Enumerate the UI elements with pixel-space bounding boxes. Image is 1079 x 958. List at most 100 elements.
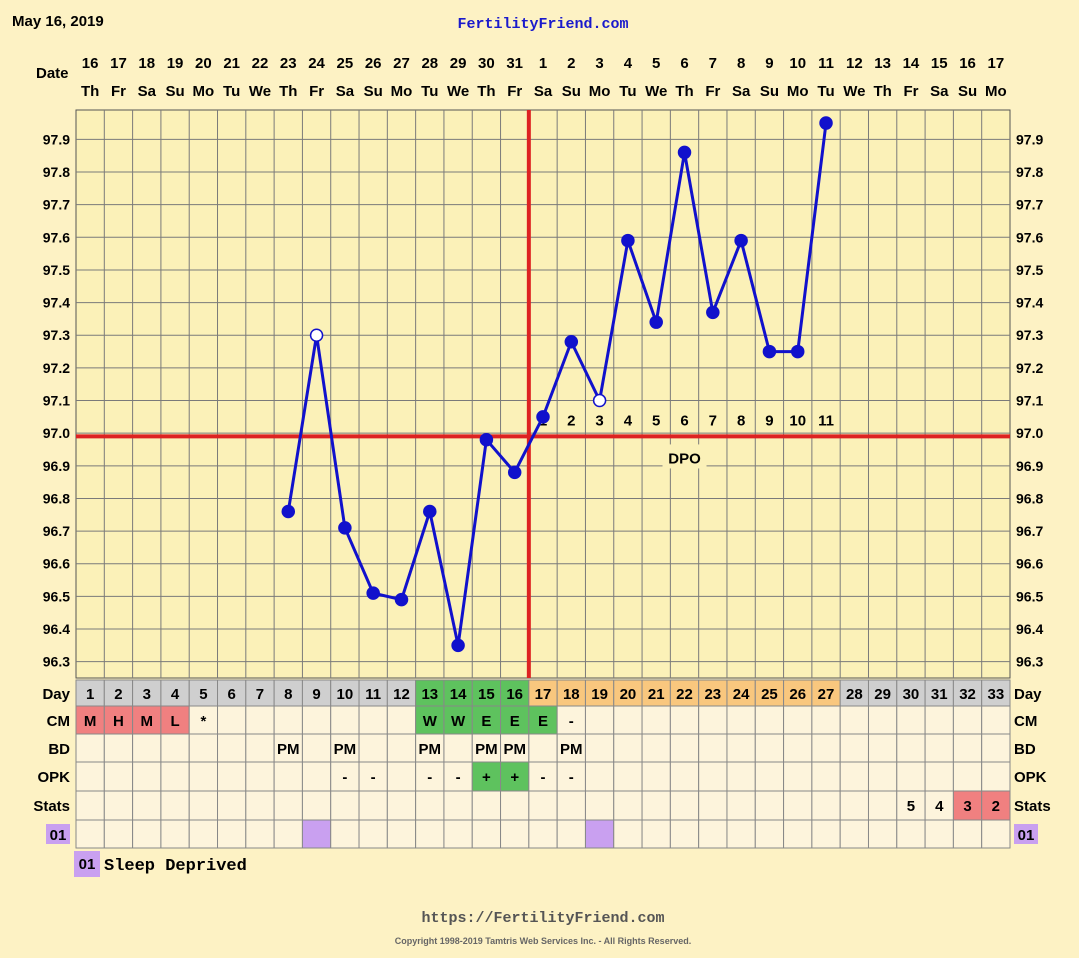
- weekday-tick: Sa: [732, 83, 751, 100]
- date-tick: 21: [223, 55, 240, 72]
- weekday-tick: Tu: [421, 83, 438, 100]
- date-tick: 24: [308, 55, 325, 72]
- cycle-day-number: 17: [535, 686, 552, 703]
- custom-cell: [443, 819, 473, 849]
- dpo-number: 4: [624, 412, 633, 429]
- legend-code-bg: [74, 851, 100, 877]
- temperature-point: [309, 328, 324, 342]
- cycle-day-number: 5: [199, 686, 207, 703]
- day-cell: [867, 679, 898, 707]
- bd-cell: [556, 733, 586, 763]
- day-cell: [188, 679, 219, 707]
- row-label-opk-right: OPK: [1014, 769, 1047, 786]
- cycle-day-number: 14: [450, 686, 467, 703]
- temperature-point: [734, 233, 748, 248]
- y-tick-left: 97.1: [43, 393, 70, 409]
- cm-value: W: [423, 713, 438, 730]
- cm-value: M: [84, 713, 97, 730]
- date-tick: 10: [789, 55, 806, 72]
- cm-cell: [641, 705, 671, 735]
- cycle-day-number: 25: [761, 686, 778, 703]
- temperature-point: [536, 410, 550, 424]
- cycle-day-number: 10: [337, 686, 354, 703]
- bd-cell: [415, 733, 445, 763]
- y-tick-right: 96.6: [1016, 556, 1043, 572]
- opk-value: -: [456, 769, 461, 786]
- y-tick-right: 97.3: [1016, 327, 1043, 343]
- cycle-day-number: 28: [846, 686, 863, 703]
- y-tick-left: 97.8: [43, 164, 70, 180]
- cm-cell: [613, 705, 643, 735]
- bd-cell: [386, 733, 417, 763]
- bd-cell: [867, 733, 898, 763]
- cm-cell: [386, 705, 417, 735]
- dpo-bg: [560, 406, 583, 431]
- bd-cell: [217, 733, 247, 763]
- date-tick: 26: [365, 55, 382, 72]
- bd-cell: [358, 733, 388, 763]
- y-tick-right: 97.6: [1016, 229, 1043, 245]
- y-tick-right: 96.4: [1016, 621, 1043, 637]
- y-tick-left: 96.4: [43, 621, 70, 637]
- cycle-day-number: 8: [284, 686, 292, 703]
- dpo-number: 5: [652, 412, 660, 429]
- cm-cell: [217, 705, 247, 735]
- dpo-number: 6: [680, 412, 688, 429]
- cycle-day-number: 27: [818, 686, 835, 703]
- weekday-tick: Th: [81, 83, 99, 100]
- cm-value: E: [481, 713, 491, 730]
- cycle-day-number: 21: [648, 686, 665, 703]
- cycle-day-number: 7: [256, 686, 264, 703]
- footer-url[interactable]: https://FertilityFriend.com: [421, 910, 664, 927]
- weekday-tick: Mo: [193, 83, 215, 100]
- weekday-tick: Su: [165, 83, 184, 100]
- weekday-tick: We: [249, 83, 271, 100]
- cycle-day-number: 19: [591, 686, 608, 703]
- opk-cell: [330, 761, 360, 792]
- date-tick: 15: [931, 55, 948, 72]
- row-label-cm-right: CM: [1014, 713, 1037, 730]
- y-tick-left: 97.0: [43, 425, 70, 441]
- cm-value: *: [200, 713, 206, 730]
- weekday-tick: Tu: [223, 83, 240, 100]
- y-tick-left: 96.3: [43, 654, 70, 670]
- stats-cell: [528, 790, 558, 821]
- bd-cell: [641, 733, 671, 763]
- cm-cell: [132, 705, 162, 735]
- stats-cell: [415, 790, 445, 821]
- y-tick-left: 96.9: [43, 458, 70, 474]
- bd-cell: [924, 733, 954, 763]
- custom-cell: [471, 819, 502, 849]
- date-axis-label: Date: [36, 65, 69, 82]
- temperature-point: [621, 233, 635, 248]
- opk-value: -: [541, 769, 546, 786]
- custom-cell: [528, 819, 558, 849]
- weekday-tick: Fr: [705, 83, 720, 100]
- custom-cell: [245, 819, 275, 849]
- dpo-number: 7: [709, 412, 717, 429]
- weekday-tick: Th: [279, 83, 297, 100]
- bd-cell: [783, 733, 813, 763]
- cm-cell: [698, 705, 728, 735]
- dpo-bg: [701, 406, 724, 431]
- temperature-point: [677, 145, 692, 160]
- opk-cell: [641, 761, 671, 792]
- legend-text: Sleep Deprived: [104, 857, 247, 876]
- opk-cell: [896, 761, 926, 792]
- y-tick-left: 97.6: [43, 229, 70, 245]
- opk-value: +: [482, 769, 491, 786]
- stats-value: 4: [935, 798, 944, 815]
- opk-value: -: [342, 769, 347, 786]
- bd-cell: [811, 733, 841, 763]
- temperature-point: [338, 521, 352, 535]
- dpo-number: 8: [737, 412, 745, 429]
- bd-cell: [160, 733, 190, 763]
- cm-cell: [981, 705, 1011, 735]
- temperature-point: [649, 315, 663, 329]
- weekday-tick: We: [645, 83, 667, 100]
- stats-cell: [273, 790, 303, 821]
- cm-cell: [245, 705, 275, 735]
- weekday-tick: Fr: [903, 83, 918, 100]
- bd-cell: [698, 733, 728, 763]
- bd-cell: [75, 733, 105, 763]
